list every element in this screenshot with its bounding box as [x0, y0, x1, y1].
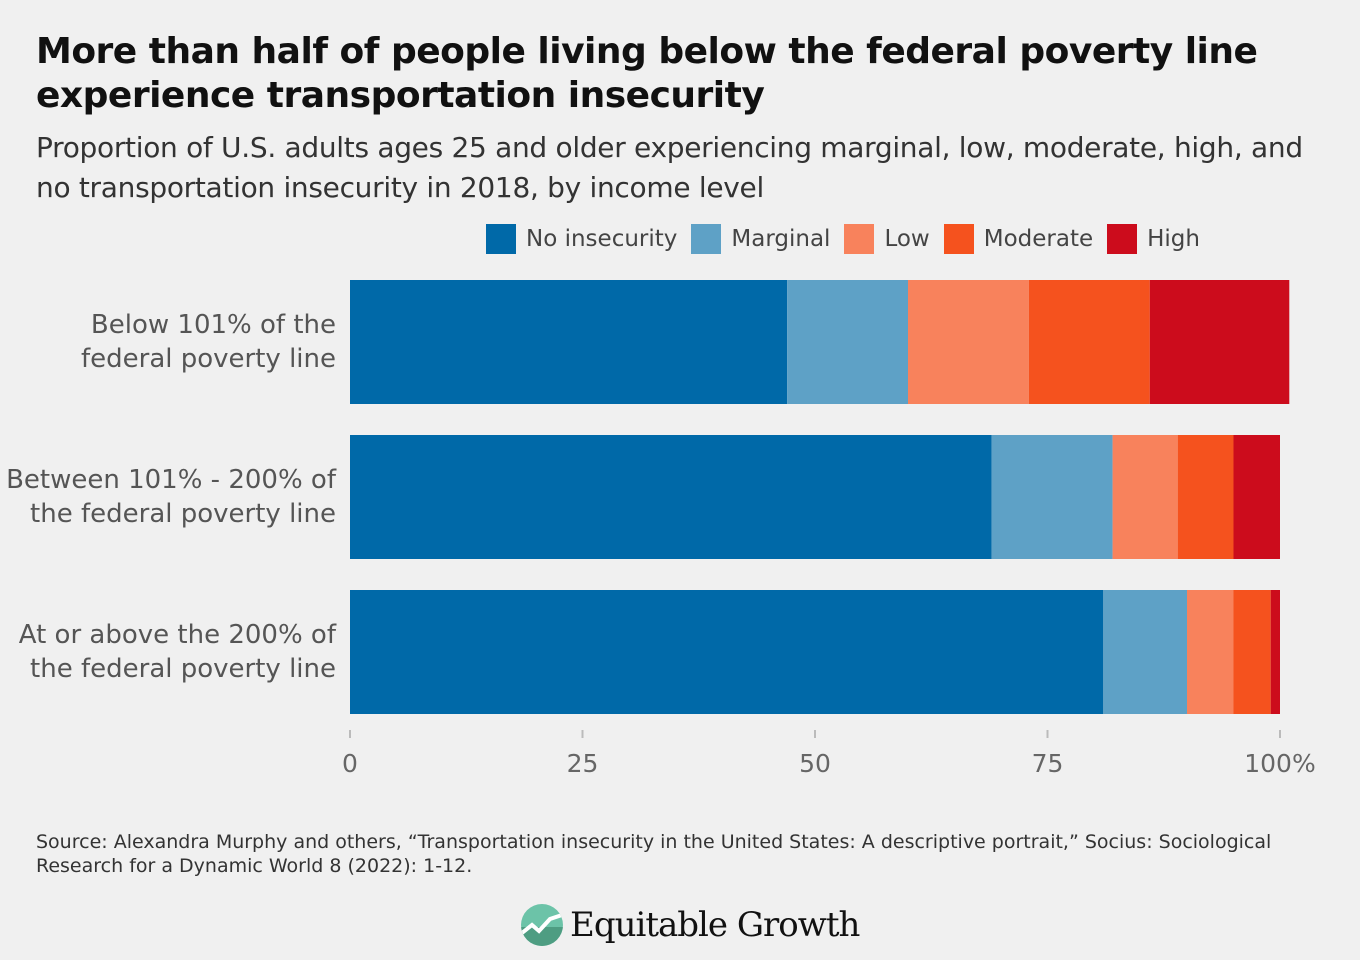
x-tick-label: 100%: [1244, 749, 1315, 778]
bar-segment: [1233, 435, 1280, 559]
bar-segment: [350, 590, 1104, 714]
legend-item: Moderate: [943, 224, 1094, 254]
category-label: Below 101% of the federal poverty line: [80, 310, 336, 374]
bar-segment: [1103, 590, 1187, 714]
logo-icon: [521, 904, 563, 946]
legend-swatch: [691, 224, 722, 254]
bar-segment: [991, 435, 1113, 559]
x-tick-label: 75: [1032, 749, 1064, 778]
legend-item: No insecurity: [486, 224, 677, 254]
logo-text: Equitable Growth: [570, 905, 860, 945]
legend-label: Marginal: [731, 226, 831, 252]
legend-swatch: [943, 224, 974, 254]
category-label: Between 101% - 200% of the federal povert…: [6, 465, 336, 529]
chart-title: More than half of people living below th…: [36, 31, 1258, 116]
source-note: Source: Alexandra Murphy and others, “Tr…: [36, 831, 1272, 877]
bar-segment: [787, 280, 908, 404]
legend-label: No insecurity: [526, 226, 678, 252]
logo: Equitable Growth: [520, 903, 860, 947]
bar-segment: [1149, 280, 1290, 404]
x-tick-label: 25: [567, 749, 599, 778]
bar-segment: [1028, 280, 1150, 404]
legend-item: Marginal: [691, 224, 830, 254]
bar-segment: [908, 280, 1029, 404]
legend: No insecurity Marginal Low Moderate High: [486, 224, 1214, 254]
legend-item: Low: [844, 224, 930, 254]
bar-segment: [1233, 590, 1271, 714]
category-label: At or above the 200% of the federal pover…: [18, 620, 336, 684]
bar-segment: [1187, 590, 1234, 714]
chart-subtitle: Proportion of U.S. adults ages 25 and ol…: [36, 131, 1303, 204]
bar-segment: [1270, 590, 1280, 714]
legend-swatch: [486, 224, 516, 254]
bar-segment: [1177, 435, 1234, 559]
legend-swatch: [844, 224, 875, 254]
legend-label: High: [1147, 226, 1200, 252]
bar-segment: [350, 280, 788, 404]
bar-segment: [1112, 435, 1178, 559]
legend-item: High: [1107, 224, 1200, 254]
x-tick-label: 50: [799, 749, 831, 778]
bar-segment: [350, 435, 992, 559]
legend-label: Moderate: [983, 226, 1094, 252]
legend-label: Low: [884, 226, 930, 252]
x-tick-label: 0: [342, 749, 358, 778]
legend-swatch: [1107, 224, 1138, 254]
